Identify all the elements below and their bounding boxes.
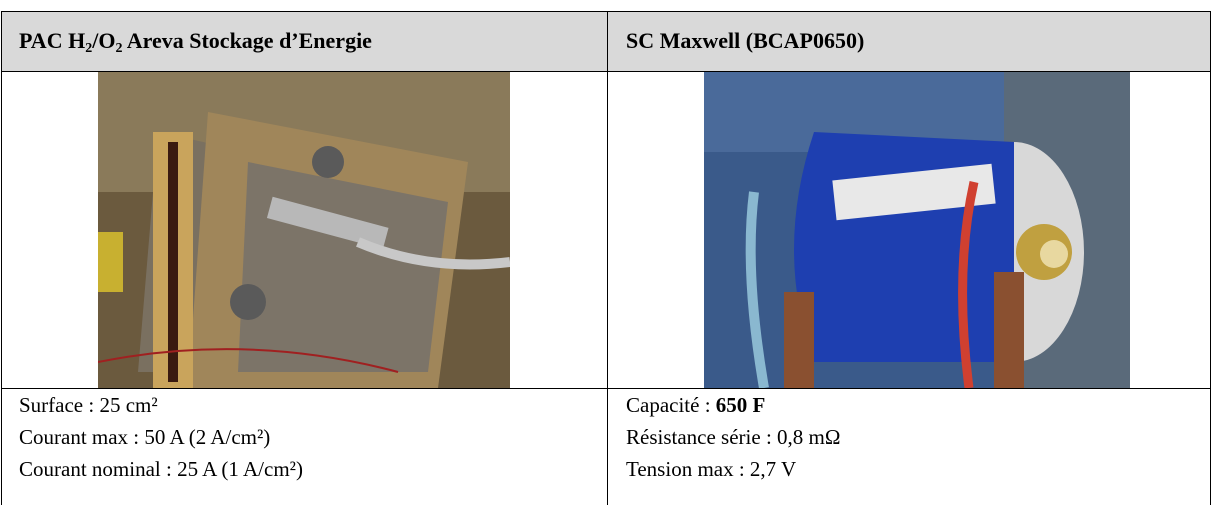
header-text: SC Maxwell (BCAP0650) <box>626 28 865 53</box>
border <box>607 11 608 505</box>
header-text: PAC H <box>19 28 86 53</box>
spec-label: Capacité : <box>626 393 716 417</box>
spec-line: Courant max : 50 A (2 A/cm²) <box>19 425 271 449</box>
spec-line: Courant nominal : 25 A (1 A/cm²) <box>19 457 303 481</box>
border <box>1 71 1211 72</box>
header-text: Areva Stockage d’Energie <box>122 28 372 53</box>
spec-line: Résistance série : 0,8 mΩ <box>626 425 841 449</box>
header-cell: PAC H2/O2 Areva Stockage d’Energie <box>1 11 607 71</box>
fuel-cell-photo <box>98 72 510 388</box>
header-cell: SC Maxwell (BCAP0650) <box>608 11 1211 71</box>
subscript: 2 <box>115 41 123 56</box>
spec-table: PAC H2/O2 Areva Stockage d’Energie SC Ma… <box>1 11 1211 505</box>
spec-line: Capacité : 650 F <box>626 389 1211 421</box>
border <box>1 388 1211 389</box>
spec-line: Tension max : 2,7 V <box>626 457 797 481</box>
spec-value: 650 F <box>715 393 766 417</box>
border <box>1 11 2 505</box>
spec-line: Surface : 25 cm² <box>19 393 158 417</box>
header-text: /O <box>92 28 116 53</box>
supercapacitor-photo <box>704 72 1130 388</box>
border <box>1 11 1211 12</box>
subscript: 2 <box>85 41 93 56</box>
spec-cell: Surface : 25 cm² Courant max : 50 A (2 A… <box>1 389 607 485</box>
spec-cell: Capacité : 650 F Résistance série : 0,8 … <box>608 389 1211 485</box>
border <box>1210 11 1211 505</box>
